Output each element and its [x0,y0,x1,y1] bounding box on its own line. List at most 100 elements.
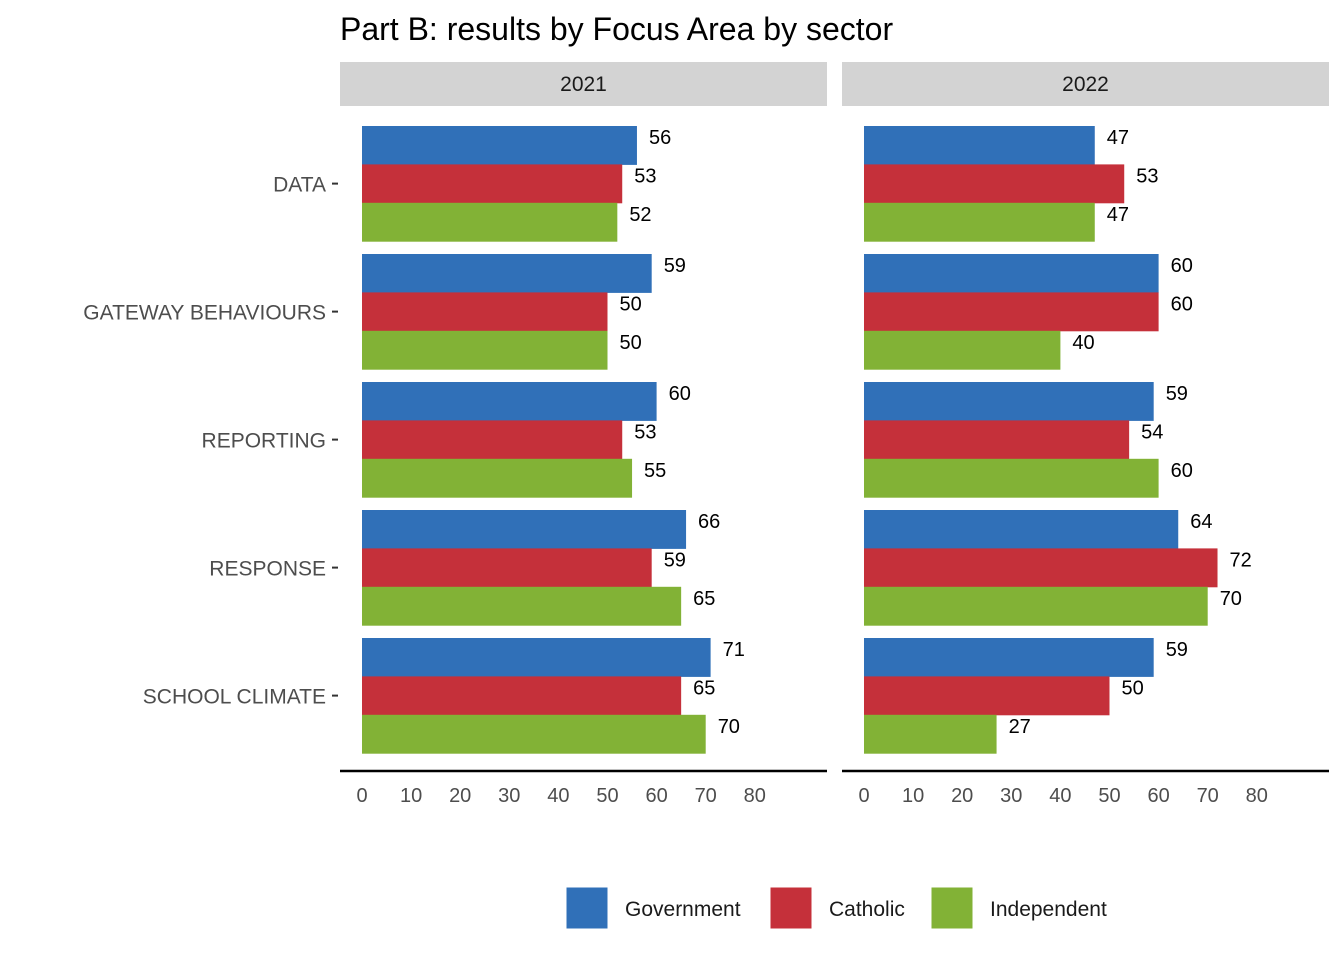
data-label: 70 [718,716,740,738]
y-tick-label: REPORTING [202,430,326,453]
bar-independent [362,458,633,498]
data-label: 56 [649,127,671,149]
data-label: 53 [634,166,656,188]
x-tick-label: 0 [356,785,367,807]
data-label: 59 [664,255,686,277]
x-tick-label: 50 [1098,785,1120,807]
y-tick-label: SCHOOL CLIMATE [143,686,326,709]
y-tick-label: DATA [273,174,326,197]
x-tick-label: 30 [498,785,520,807]
data-label: 40 [1072,332,1094,354]
bar-government [864,126,1095,165]
legend-label: Government [625,898,741,921]
x-tick-label: 0 [858,785,869,807]
bar-government [864,382,1154,421]
x-tick-label: 60 [1147,785,1169,807]
data-label: 53 [1136,166,1158,188]
bar-independent [362,202,618,242]
legend-swatch-government [565,886,609,930]
data-label: 64 [1190,511,1212,533]
facet-strip [842,62,1329,106]
bar-government [864,254,1159,293]
bar-government [362,254,652,293]
bar-independent [362,586,682,626]
y-tick-label: GATEWAY BEHAVIOURS [83,302,326,325]
bar-government [362,382,657,421]
bar-independent [864,202,1095,242]
bar-catholic [362,164,623,204]
data-label: 59 [1166,639,1188,661]
chart-title: Part B: results by Focus Area by sector [340,11,893,47]
bar-catholic [362,676,682,716]
x-tick-label: 80 [1246,785,1268,807]
data-label: 60 [669,383,691,405]
data-label: 53 [634,422,656,444]
bar-government [864,510,1179,549]
bar-catholic [864,676,1110,716]
x-tick-label: 10 [400,785,422,807]
bar-catholic [864,420,1130,460]
bar-catholic [362,292,608,332]
x-tick-label: 70 [695,785,717,807]
data-label: 59 [1166,383,1188,405]
x-tick-label: 50 [596,785,618,807]
bar-government [362,638,711,677]
data-label: 60 [1171,255,1193,277]
facet-strip-label: 2022 [1062,73,1109,96]
bar-independent [864,458,1159,498]
data-label: 71 [723,639,745,661]
data-label: 27 [1009,716,1031,738]
x-tick-label: 60 [645,785,667,807]
x-tick-label: 20 [951,785,973,807]
bar-independent [864,586,1208,626]
data-label: 50 [1122,678,1144,700]
data-label: 55 [644,460,666,482]
data-label: 65 [693,678,715,700]
data-label: 50 [620,294,642,316]
data-label: 47 [1107,127,1129,149]
facet-strip-label: 2021 [560,73,607,96]
bar-government [362,510,687,549]
bar-government [362,126,637,165]
data-label: 54 [1141,422,1163,444]
x-tick-label: 30 [1000,785,1022,807]
bar-independent [864,330,1061,370]
x-tick-label: 20 [449,785,471,807]
data-label: 59 [664,550,686,572]
legend: Government Catholic Independent [565,886,1107,930]
legend-label: Independent [990,898,1107,921]
legend-label: Catholic [829,898,905,921]
data-label: 47 [1107,204,1129,226]
data-label: 65 [693,588,715,610]
legend-swatch-catholic [769,886,813,930]
y-tick-label: RESPONSE [209,558,326,581]
bars: 5653525950506053556659657165704753476060… [362,126,1252,754]
bar-independent [362,714,706,754]
facet-strip [340,62,827,106]
x-tick-label: 70 [1197,785,1219,807]
data-label: 70 [1220,588,1242,610]
legend-swatch-independent [930,886,974,930]
bar-catholic [362,548,652,588]
data-label: 50 [620,332,642,354]
x-tick-label: 40 [1049,785,1071,807]
y-axis: DATA GATEWAY BEHAVIOURS REPORTING RESPONSE S… [83,174,338,709]
bar-catholic [864,548,1218,588]
bar-catholic [864,292,1159,332]
x-tick-label: 40 [547,785,569,807]
data-label: 60 [1171,460,1193,482]
x-tick-label: 10 [902,785,924,807]
data-label: 72 [1230,550,1252,572]
bar-independent [864,714,997,754]
data-label: 60 [1171,294,1193,316]
data-label: 52 [629,204,651,226]
bar-independent [362,330,608,370]
facet-strips: 2021 2022 [340,62,1329,106]
bar-government [864,638,1154,677]
bar-catholic [864,164,1125,204]
bar-catholic [362,420,623,460]
x-axes: 0 10 20 30 40 50 60 70 80 0 10 20 30 40 50 60 70 80 [340,769,1329,807]
x-tick-label: 80 [744,785,766,807]
